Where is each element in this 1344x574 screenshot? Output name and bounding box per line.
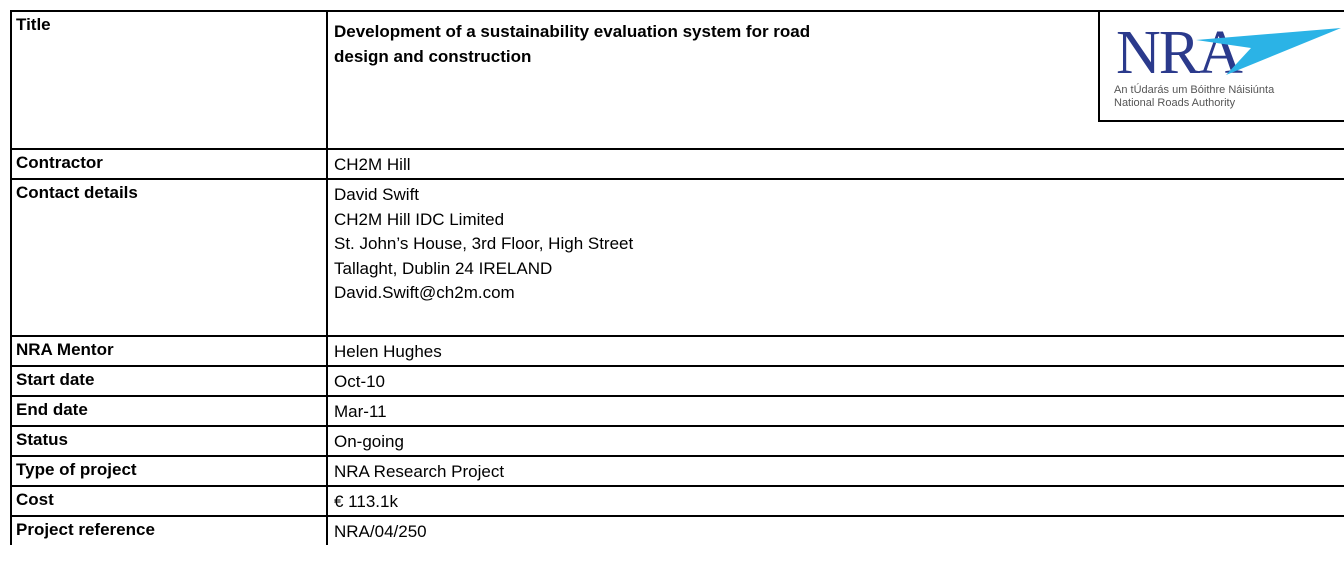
value-line: Mar-11 bbox=[334, 402, 387, 421]
value-line: On-going bbox=[334, 432, 404, 451]
value-line: design and construction bbox=[334, 46, 532, 66]
value-line: Oct-10 bbox=[334, 372, 386, 391]
row-value: Mar-11 bbox=[328, 397, 393, 428]
value-line: St. John’s House, 3rd Floor, High Street bbox=[334, 234, 634, 253]
value-line: Development of a sustainability evaluati… bbox=[334, 22, 811, 41]
row-label: End date bbox=[10, 397, 328, 425]
value-line: CH2M Hill IDC Limited bbox=[334, 209, 505, 229]
value-line: NRA Research Project bbox=[334, 462, 505, 481]
row-value: € 113.1k bbox=[328, 487, 404, 518]
value-line: CH2M Hill bbox=[334, 155, 411, 174]
logo-english-name: National Roads Authority bbox=[1114, 97, 1236, 109]
row-label: Status bbox=[10, 427, 328, 455]
row-value: NRA Research Project bbox=[328, 457, 510, 488]
logo: NRA An tÚdarás um Bóithre Náisiúnta Nation… bbox=[1098, 12, 1344, 122]
row-label: Start date bbox=[10, 367, 328, 395]
table-row: End date Mar-11 bbox=[10, 395, 1344, 425]
value-line: Tallaght, Dublin 24 IRELAND bbox=[334, 258, 553, 278]
row-label: Contractor bbox=[10, 150, 328, 178]
table-row: Project reference NRA/04/250 bbox=[10, 515, 1344, 545]
row-label: NRA Mentor bbox=[10, 337, 328, 365]
value-line: NRA/04/250 bbox=[334, 522, 427, 541]
logo-swoosh bbox=[1196, 28, 1341, 75]
row-value: Helen Hughes bbox=[328, 337, 448, 368]
row-label: Contact details bbox=[10, 180, 328, 335]
row-label: Title bbox=[10, 12, 328, 148]
table-row: Status On-going bbox=[10, 425, 1344, 455]
row-value: Development of a sustainability evaluati… bbox=[328, 12, 816, 72]
table-row: Contractor CH2M Hill bbox=[10, 148, 1344, 178]
row-value: David Swift CH2M Hill IDC Limited St. John… bbox=[328, 180, 639, 309]
table-row: NRA Mentor Helen Hughes bbox=[10, 335, 1344, 365]
value-line: Helen Hughes bbox=[334, 342, 442, 361]
table-row: Cost € 113.1k bbox=[10, 485, 1344, 515]
row-value: On-going bbox=[328, 427, 410, 458]
value-line: € 113.1k bbox=[334, 492, 398, 511]
logo-mark: NRA bbox=[1116, 19, 1243, 87]
table-row: Contact details David Swift CH2M Hill IDC … bbox=[10, 178, 1344, 335]
row-label: Type of project bbox=[10, 457, 328, 485]
row-label: Project reference bbox=[10, 517, 328, 545]
value-line: David.Swift@ch2m.com bbox=[334, 283, 515, 302]
table-row: Title Development of a sustainability eva… bbox=[10, 10, 1344, 148]
table-row: Type of project NRA Research Project bbox=[10, 455, 1344, 485]
value-line: David Swift bbox=[334, 185, 420, 204]
row-label: Cost bbox=[10, 487, 328, 515]
row-value: NRA/04/250 bbox=[328, 517, 433, 548]
row-value: Oct-10 bbox=[328, 367, 391, 398]
logo-irish-name: An tÚdarás um Bóithre Náisiúnta bbox=[1114, 84, 1275, 96]
table-row: Start date Oct-10 bbox=[10, 365, 1344, 395]
row-value: CH2M Hill bbox=[328, 150, 417, 181]
